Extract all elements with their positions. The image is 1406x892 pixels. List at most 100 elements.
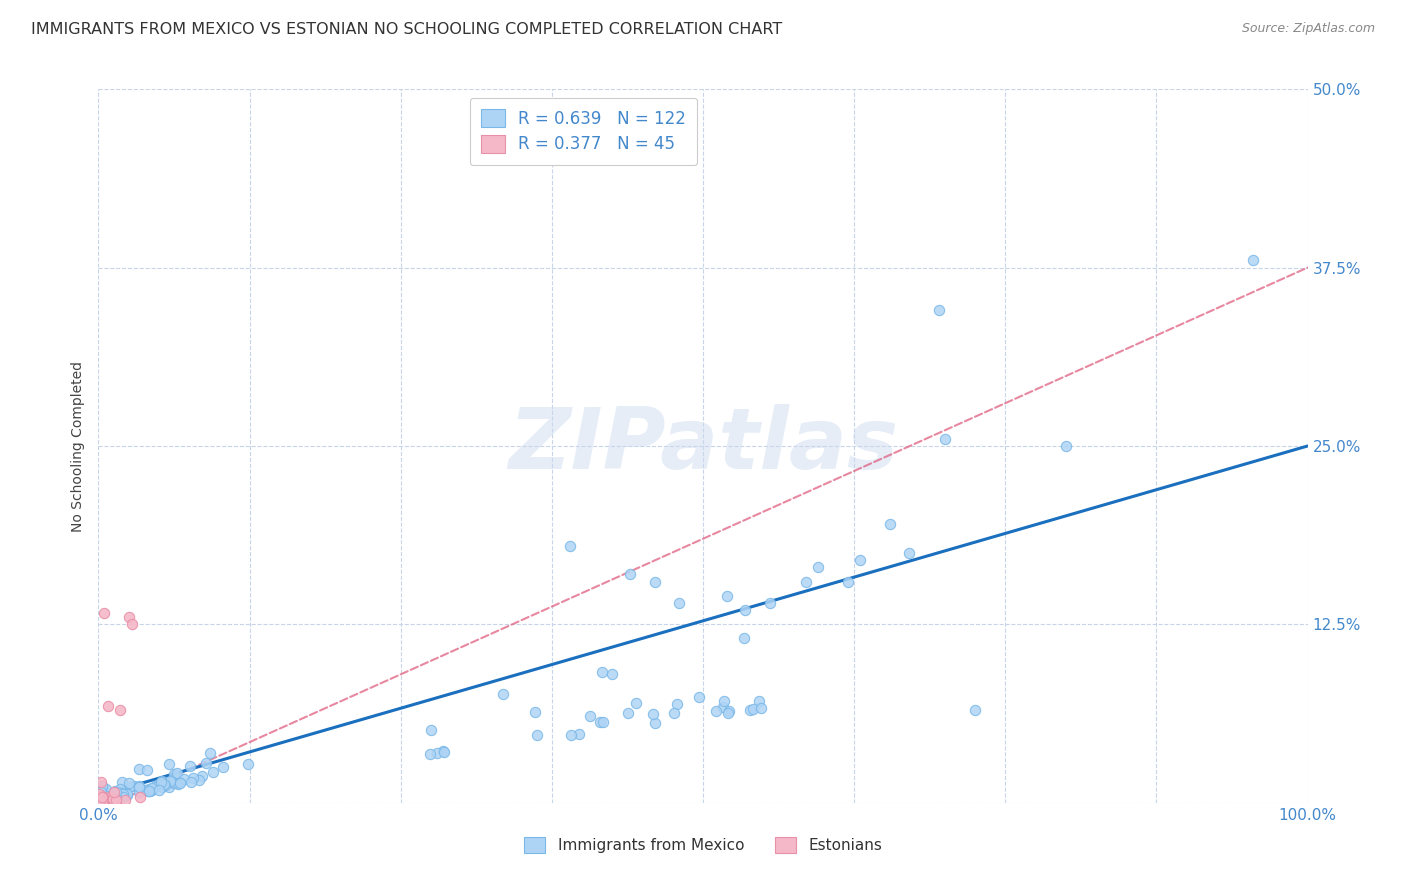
Point [718, 705, 741, 719]
Point [1241, 253, 1264, 268]
Point [94, 794, 117, 808]
Point [128, 762, 150, 776]
Point [148, 778, 170, 792]
Point [91, 793, 114, 807]
Point [138, 781, 160, 796]
Point [568, 727, 591, 741]
Point [716, 589, 738, 603]
Point [145, 778, 167, 792]
Point [194, 756, 217, 770]
Point [432, 744, 454, 758]
Point [166, 777, 188, 791]
Point [112, 787, 135, 801]
Point [104, 796, 127, 810]
Point [166, 766, 188, 780]
Point [188, 773, 211, 788]
Point [128, 780, 150, 794]
Point [117, 780, 139, 795]
Point [108, 703, 131, 717]
Point [849, 553, 872, 567]
Point [198, 746, 221, 760]
Point [118, 776, 141, 790]
Point [91, 779, 114, 793]
Point [643, 706, 665, 721]
Point [153, 777, 176, 791]
Point [560, 728, 582, 742]
Point [143, 780, 166, 794]
Point [711, 700, 734, 714]
Point [93, 789, 115, 804]
Point [94, 782, 117, 797]
Point [121, 617, 143, 632]
Point [110, 786, 132, 800]
Point [118, 610, 141, 624]
Point [100, 793, 122, 807]
Point [87, 789, 110, 803]
Point [191, 769, 214, 783]
Point [181, 771, 204, 785]
Point [101, 790, 124, 805]
Point [108, 789, 131, 803]
Point [136, 764, 159, 778]
Point [163, 776, 186, 790]
Point [128, 785, 150, 799]
Point [526, 728, 548, 742]
Point [668, 596, 690, 610]
Point [419, 747, 441, 762]
Point [98, 790, 121, 805]
Point [238, 757, 260, 772]
Point [91, 795, 114, 809]
Point [149, 775, 172, 789]
Point [105, 791, 128, 805]
Point [110, 782, 132, 797]
Point [103, 785, 125, 799]
Point [150, 780, 173, 794]
Point [160, 775, 183, 789]
Point [91, 779, 114, 793]
Point [87, 790, 110, 805]
Point [212, 760, 235, 774]
Point [122, 779, 145, 793]
Point [90, 785, 112, 799]
Point [110, 789, 132, 803]
Point [579, 709, 602, 723]
Point [837, 574, 859, 589]
Point [93, 794, 115, 808]
Point [433, 745, 456, 759]
Point [94, 793, 117, 807]
Point [169, 776, 191, 790]
Point [897, 546, 920, 560]
Point [90, 796, 112, 810]
Point [644, 574, 666, 589]
Point [135, 783, 157, 797]
Point [105, 792, 128, 806]
Point [159, 773, 181, 788]
Point [141, 783, 163, 797]
Point [89, 785, 111, 799]
Point [91, 795, 114, 809]
Point [90, 793, 112, 807]
Point [665, 698, 688, 712]
Point [87, 787, 110, 801]
Point [89, 793, 111, 807]
Point [103, 792, 125, 806]
Y-axis label: No Schooling Completed: No Schooling Completed [72, 360, 86, 532]
Point [180, 775, 202, 789]
Text: ZIPatlas: ZIPatlas [508, 404, 898, 488]
Point [592, 714, 614, 729]
Legend: Immigrants from Mexico, Estonians: Immigrants from Mexico, Estonians [517, 830, 889, 859]
Point [662, 706, 685, 721]
Point [89, 796, 111, 810]
Point [93, 794, 115, 808]
Point [141, 780, 163, 795]
Point [112, 784, 135, 798]
Point [741, 702, 763, 716]
Point [734, 603, 756, 617]
Point [104, 785, 127, 799]
Point [733, 631, 755, 645]
Point [934, 432, 956, 446]
Point [716, 706, 738, 720]
Point [602, 667, 624, 681]
Point [90, 789, 112, 804]
Point [179, 759, 201, 773]
